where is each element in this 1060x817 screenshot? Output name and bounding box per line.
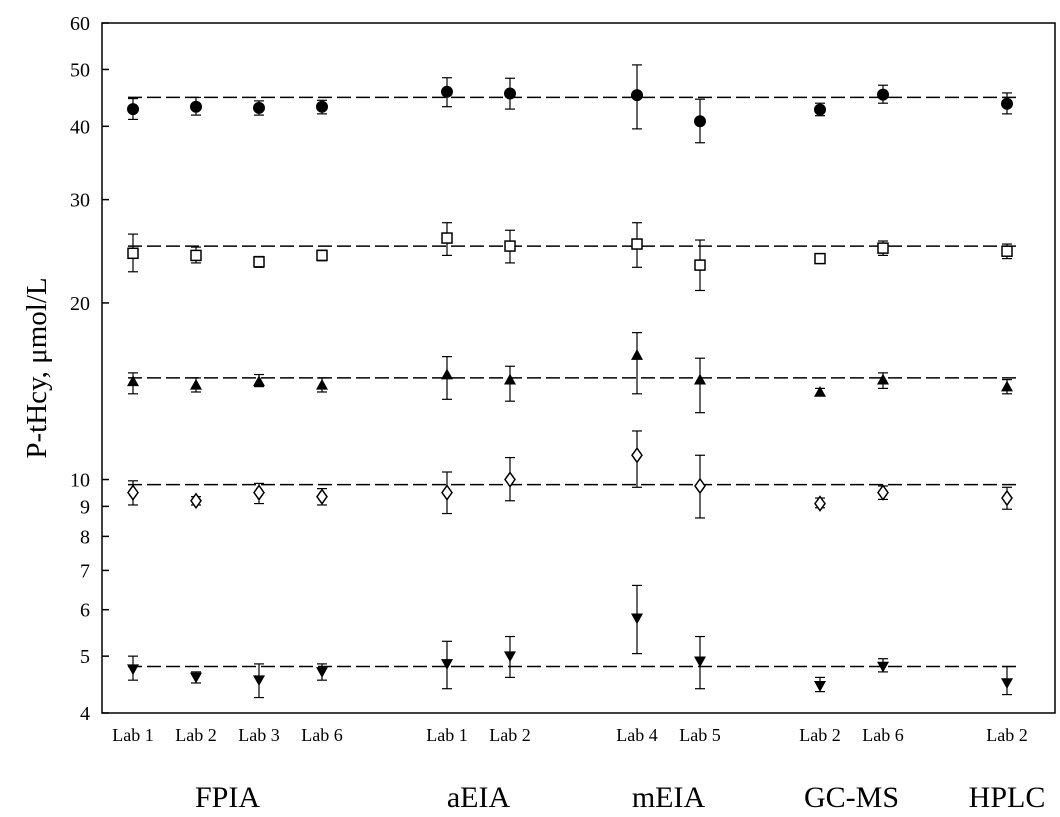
data-point (190, 100, 202, 113)
data-point (253, 256, 265, 268)
data-point (694, 259, 706, 271)
x-tick-label: Lab 6 (862, 725, 903, 745)
data-point (253, 675, 265, 687)
data-point (1001, 380, 1013, 392)
series (127, 584, 1013, 699)
data-point (504, 471, 516, 488)
x-tick-label: Lab 3 (238, 725, 279, 745)
series (127, 64, 1013, 144)
data-point (631, 89, 643, 102)
data-point (631, 613, 643, 625)
data-point (127, 375, 139, 387)
data-point (877, 661, 889, 673)
x-tick-label: Lab 1 (112, 725, 153, 745)
data-point (253, 101, 265, 114)
x-tick-label: Lab 2 (489, 725, 530, 745)
data-point (441, 85, 453, 98)
data-point (316, 249, 328, 262)
reference-lines (128, 96, 1016, 668)
y-tick-label: 50 (70, 59, 90, 81)
x-tick-label: Lab 5 (679, 725, 720, 745)
data-point (814, 385, 826, 397)
data-point (127, 247, 139, 260)
data-point (504, 87, 516, 100)
method-group-label: HPLC (969, 781, 1046, 814)
y-tick-label: 6 (80, 600, 90, 622)
y-tick-label: 4 (80, 703, 90, 725)
data-series (127, 64, 1013, 699)
series (127, 332, 1013, 414)
data-point (190, 672, 202, 684)
data-point (694, 656, 706, 668)
data-point (1001, 489, 1013, 507)
method-group-label: mEIA (632, 781, 706, 814)
data-point (504, 651, 516, 663)
data-point (316, 100, 328, 113)
y-tick-label: 9 (80, 496, 90, 518)
data-point (631, 446, 643, 464)
y-tick-label: 30 (70, 190, 90, 212)
data-point (694, 115, 706, 128)
data-point (1001, 678, 1013, 689)
data-point (441, 484, 453, 501)
data-point (504, 240, 516, 252)
data-point (316, 667, 328, 678)
data-point (316, 378, 328, 390)
data-point (127, 103, 139, 116)
data-point (127, 664, 139, 676)
y-axis-label: P-tHcy, μmol/L (21, 277, 53, 458)
data-point (441, 659, 453, 670)
data-point (190, 492, 202, 510)
data-point (253, 484, 265, 501)
data-point (1001, 245, 1013, 257)
y-tick-label: 40 (70, 116, 90, 138)
data-point (504, 373, 516, 385)
x-tick-label: Lab 2 (799, 725, 840, 745)
data-point (814, 252, 826, 265)
y-tick-label: 20 (70, 293, 90, 315)
data-point (877, 373, 889, 385)
data-point (127, 484, 139, 501)
data-point (190, 378, 202, 390)
data-point (694, 477, 706, 495)
data-point (814, 495, 826, 512)
x-axis-lab-labels: Lab 1 Lab 2 Lab 3 Lab 6 Lab 1 Lab 2 Lab 4 Lab 5… (112, 725, 1027, 745)
data-point (1001, 97, 1013, 110)
series (127, 430, 1013, 519)
x-tick-label: Lab 6 (301, 725, 342, 745)
data-point (814, 681, 826, 692)
data-point (441, 368, 453, 380)
data-point (441, 232, 453, 244)
y-tick-label: 8 (80, 526, 90, 548)
x-tick-label: Lab 4 (616, 725, 657, 745)
y-axis: 4 5 6 7 8 9 10 20 30 40 50 60 (70, 13, 109, 725)
data-point (316, 488, 328, 505)
data-point (190, 249, 202, 262)
data-point (877, 88, 889, 101)
data-point (694, 373, 706, 385)
data-point (877, 484, 889, 501)
plot-frame (101, 22, 1056, 714)
y-tick-label: 60 (70, 13, 90, 35)
data-point (253, 375, 265, 387)
method-group-labels: FPIA aEIA mEIA GC-MS HPLC (195, 781, 1045, 814)
y-tick-label: 10 (70, 470, 90, 492)
data-point (631, 238, 643, 250)
data-point (814, 103, 826, 116)
x-tick-label: Lab 2 (175, 725, 216, 745)
method-group-label: aEIA (447, 781, 511, 814)
data-point (877, 242, 889, 254)
y-tick-label: 7 (80, 560, 90, 582)
method-group-label: GC-MS (804, 781, 899, 814)
method-group-label: FPIA (195, 781, 260, 814)
data-point (631, 349, 643, 360)
series (127, 222, 1013, 292)
y-tick-label: 5 (80, 646, 90, 668)
x-tick-label: Lab 1 (426, 725, 467, 745)
x-tick-label: Lab 2 (986, 725, 1027, 745)
